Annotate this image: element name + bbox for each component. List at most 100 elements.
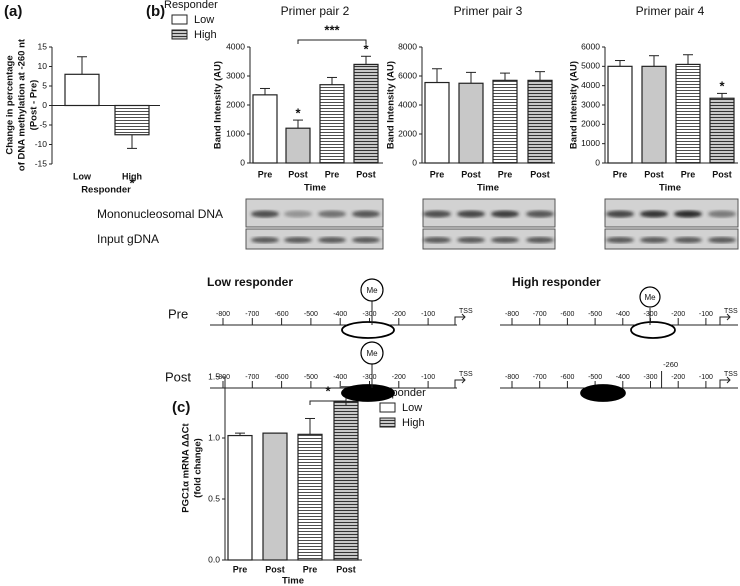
y-axis-label: Change in percentage	[5, 55, 16, 154]
bar	[675, 63, 701, 164]
position-label: -300	[362, 311, 376, 318]
y-tick-label: -15	[35, 158, 48, 168]
y-tick-label: 1.5	[208, 371, 220, 381]
y-axis-label: (Post - Pre)	[29, 80, 40, 131]
timepoint-label: Pre	[168, 306, 188, 321]
y-tick-label: 4000	[581, 80, 600, 90]
position-label: -600	[560, 311, 574, 318]
methyl-label: Me	[366, 286, 378, 295]
timepoint-label: Post	[165, 369, 191, 384]
tss-arrow	[454, 313, 466, 325]
x-tick-label: Post	[644, 169, 664, 179]
y-tick-label: 2000	[398, 128, 417, 138]
gel-band	[526, 210, 554, 218]
position-label: -500	[304, 311, 318, 318]
x-tick-label: Pre	[258, 169, 273, 179]
bar	[262, 432, 288, 561]
significance-bracket	[297, 39, 367, 44]
methyl-label: Me	[366, 349, 378, 358]
nucleosome	[341, 321, 395, 339]
position-label: -700	[533, 311, 547, 318]
bar	[458, 82, 484, 164]
annotation: *	[325, 383, 331, 398]
annotation: *	[129, 175, 135, 190]
position-label: -100	[421, 311, 435, 318]
tss-arrow	[454, 376, 466, 388]
nucleosome	[580, 384, 626, 402]
panel-label: (b)	[146, 3, 165, 20]
methyl-mark	[639, 286, 661, 308]
tss-label: TSS	[459, 371, 473, 378]
bar	[424, 81, 450, 164]
position-label: -200	[392, 374, 406, 381]
position-label: -500	[588, 311, 602, 318]
x-tick-label: Pre	[430, 169, 445, 179]
gel-band	[674, 237, 702, 243]
y-tick-label: 4000	[226, 41, 245, 51]
y-tick-label: 0	[240, 157, 245, 167]
position-label: -300	[643, 311, 657, 318]
x-axis-label: Time	[659, 183, 681, 194]
position-label: -800	[505, 311, 519, 318]
y-axis-label: of DNA methylation at -260 nt	[17, 38, 28, 171]
position-label: -700	[245, 374, 259, 381]
x-tick-label: Post	[712, 169, 732, 179]
legend-label: Low	[194, 14, 214, 26]
group-label: Low responder	[207, 275, 293, 289]
bar	[333, 400, 359, 561]
y-axis-label: Band Intensity (AU)	[569, 61, 580, 149]
y-tick-label: -10	[35, 139, 48, 149]
position-label: -600	[275, 374, 289, 381]
y-tick-label: 15	[38, 41, 48, 51]
gel-band	[708, 210, 736, 218]
methyl-mark	[360, 341, 384, 365]
tss-label: TSS	[724, 371, 738, 378]
nucleosome	[630, 321, 676, 339]
bar	[64, 73, 100, 107]
position-label: -500	[588, 374, 602, 381]
bar	[297, 433, 323, 561]
methyl-label: Me	[644, 293, 656, 302]
y-tick-label: 0	[595, 157, 600, 167]
x-tick-label: High	[122, 171, 142, 181]
legend-swatch	[171, 14, 188, 25]
position-label: -100	[699, 374, 713, 381]
y-tick-label: -5	[39, 119, 47, 129]
bar	[227, 434, 253, 561]
legend-label: High	[194, 29, 217, 41]
bar	[114, 104, 150, 136]
x-axis-label: Time	[282, 576, 304, 586]
tss-label: TSS	[459, 308, 473, 315]
position-label: -500	[304, 374, 318, 381]
y-axis-label: Band Intensity (AU)	[386, 61, 397, 149]
y-tick-label: 3000	[581, 99, 600, 109]
x-tick-label: Pre	[303, 564, 318, 574]
position-label: -400	[333, 311, 347, 318]
gel-background	[604, 228, 739, 250]
tss-label: TSS	[724, 308, 738, 315]
annotation: ***	[324, 22, 340, 37]
y-tick-label: 5000	[581, 61, 600, 71]
significance-bracket	[309, 400, 347, 405]
chart-title: Primer pair 4	[636, 4, 705, 18]
gel-band	[606, 210, 634, 218]
tss-arrow	[719, 376, 731, 388]
y-axis-label: Band Intensity (AU)	[213, 61, 224, 149]
y-tick-label: 1000	[581, 138, 600, 148]
y-tick-label: 5	[42, 80, 47, 90]
x-tick-label: Post	[461, 169, 481, 179]
position-label: -200	[392, 311, 406, 318]
gel-band	[640, 237, 668, 243]
y-tick-label: 4000	[398, 99, 417, 109]
annotation: *	[719, 78, 725, 93]
bar	[492, 79, 518, 164]
gel-band	[284, 237, 312, 243]
gel-band	[352, 210, 380, 218]
y-tick-label: 0.0	[208, 554, 220, 564]
y-tick-label: 2000	[581, 119, 600, 129]
legend-label: Low	[402, 402, 422, 414]
position-label: -200	[671, 311, 685, 318]
y-tick-label: 1000	[226, 128, 245, 138]
bar	[709, 97, 735, 164]
y-tick-label: 3000	[226, 70, 245, 80]
